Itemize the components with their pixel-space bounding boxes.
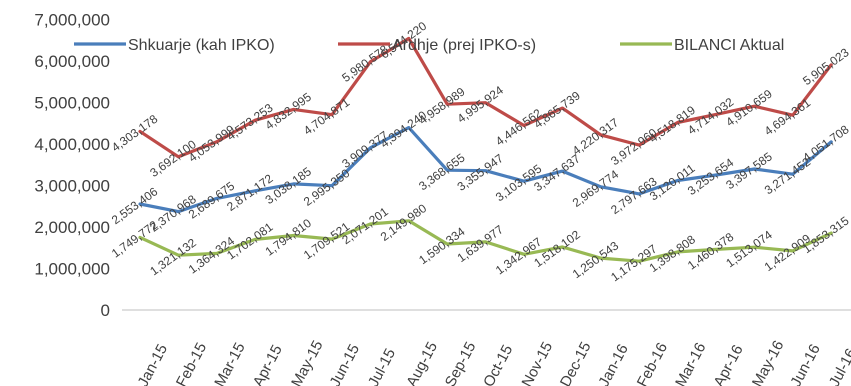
y-tick-label: 6,000,000 bbox=[34, 52, 110, 71]
x-tick-label: Dec-15 bbox=[557, 339, 595, 386]
data-label: 4,051,708 bbox=[800, 122, 851, 165]
y-tick-label: 4,000,000 bbox=[34, 135, 110, 154]
x-tick-label: Oct-15 bbox=[480, 342, 516, 386]
x-tick-label: Aug-15 bbox=[403, 339, 441, 386]
x-tick-label: Jan-15 bbox=[135, 341, 172, 386]
x-tick-label: Jun-16 bbox=[787, 341, 824, 386]
x-tick-label: Apr-15 bbox=[250, 342, 286, 386]
series-line-1 bbox=[138, 36, 833, 159]
data-label: 4,865,739 bbox=[531, 88, 583, 131]
data-label: 4,303,178 bbox=[109, 112, 161, 155]
legend: Shkuarje (kah IPKO) Ardhje (prej IPKO-s) B… bbox=[74, 37, 784, 54]
legend-label: Shkuarje (kah IPKO) bbox=[128, 37, 275, 54]
legend-label: Ardhje (prej IPKO-s) bbox=[392, 37, 536, 54]
x-axis: Jan-15 Feb-15 Mar-15 Apr-15 May-15 Jun-15 Jul-… bbox=[122, 309, 851, 386]
y-tick-label: 7,000,000 bbox=[34, 11, 110, 30]
y-tick-label: 3,000,000 bbox=[34, 177, 110, 196]
legend-label: BILANCI Aktual bbox=[674, 37, 784, 54]
x-tick-label: Feb-15 bbox=[173, 340, 210, 386]
data-label: 5,905,023 bbox=[800, 45, 851, 88]
x-tick-label: Sep-15 bbox=[442, 339, 480, 386]
x-tick-label: Nov-15 bbox=[519, 339, 557, 386]
x-tick-label: Apr-16 bbox=[711, 342, 747, 386]
y-tick-label: 1,000,000 bbox=[34, 260, 110, 279]
data-labels: 2,553,4062,370,9682,689,6752,871,1723,03… bbox=[109, 19, 851, 285]
series-line-2 bbox=[138, 219, 833, 263]
series-lines bbox=[138, 36, 833, 263]
data-label: 1,853,315 bbox=[800, 213, 851, 256]
y-tick-label: 5,000,000 bbox=[34, 94, 110, 113]
series-line-0 bbox=[138, 125, 833, 214]
x-tick-label: Jan-16 bbox=[595, 341, 632, 386]
x-tick-label: Mar-15 bbox=[211, 340, 248, 386]
x-tick-label: May-16 bbox=[749, 338, 787, 386]
y-axis: 0 1,000,000 2,000,000 3,000,000 4,000,000 5,0… bbox=[34, 11, 110, 321]
y-tick-label: 0 bbox=[101, 301, 110, 320]
x-tick-label: Mar-16 bbox=[672, 340, 709, 386]
x-tick-label: Feb-16 bbox=[634, 340, 671, 386]
data-label: 4,220,317 bbox=[570, 115, 622, 158]
x-tick-label: May-15 bbox=[288, 338, 326, 386]
x-tick-label: Jul-15 bbox=[365, 346, 399, 386]
y-tick-label: 2,000,000 bbox=[34, 218, 110, 237]
x-tick-label: Jul-16 bbox=[826, 346, 851, 386]
data-label: 4,694,361 bbox=[762, 95, 814, 138]
x-tick-label: Jun-15 bbox=[327, 341, 364, 386]
